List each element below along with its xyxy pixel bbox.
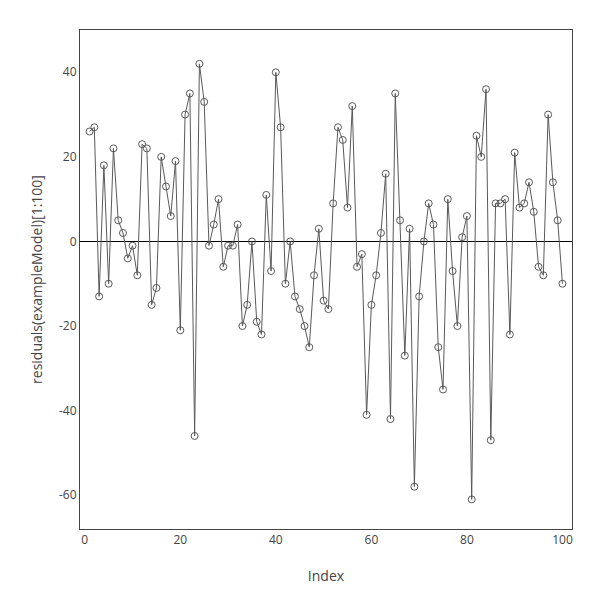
svg-text:40: 40 <box>269 531 283 548</box>
svg-text:100: 100 <box>552 531 573 548</box>
svg-text:80: 80 <box>460 531 474 548</box>
svg-text:60: 60 <box>365 531 379 548</box>
svg-text:-60: -60 <box>59 486 77 503</box>
svg-text:-40: -40 <box>59 402 77 419</box>
svg-text:-20: -20 <box>59 317 77 334</box>
svg-text:residuals(exampleModel)[1:100]: residuals(exampleModel)[1:100] <box>27 175 46 384</box>
svg-text:Index: Index <box>308 566 345 585</box>
svg-text:20: 20 <box>63 148 77 165</box>
svg-text:20: 20 <box>173 531 187 548</box>
svg-text:40: 40 <box>63 63 77 80</box>
svg-text:0: 0 <box>70 233 77 250</box>
svg-text:0: 0 <box>81 531 88 548</box>
